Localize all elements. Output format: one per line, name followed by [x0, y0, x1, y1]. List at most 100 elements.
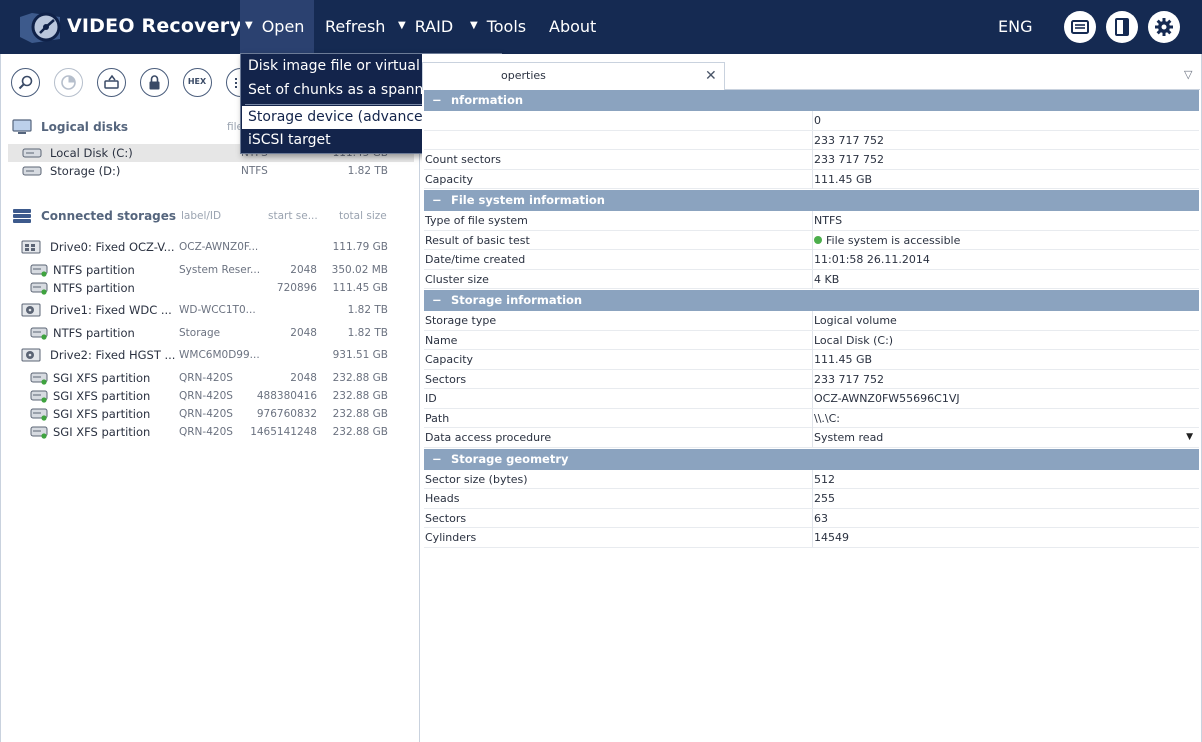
partition-row[interactable]: NTFS partition System Reser... 2048 350.02 …: [8, 261, 414, 279]
storage-start-sector: 2048: [290, 372, 317, 384]
partition-icon: [30, 408, 48, 421]
storage-size: 1.82 TB: [347, 304, 388, 316]
property-value-text: OCZ-AWNZ0FW55696C1VJ: [814, 392, 960, 405]
property-row: 0: [424, 111, 1199, 131]
property-value: 255: [812, 489, 835, 508]
tab-bar: operties ✕ ▽: [422, 62, 1200, 90]
property-row: Result of basic test File system is acces…: [424, 230, 1199, 250]
panels-button[interactable]: [1106, 11, 1138, 43]
storage-label: WMC6M0D99...: [179, 349, 260, 361]
storage-drive-row[interactable]: Drive0: Fixed OCZ-V... OCZ-AWNZ0F... 111.7…: [8, 238, 414, 256]
language-selector[interactable]: ENG: [998, 17, 1033, 36]
search-button[interactable]: [11, 68, 40, 97]
tab-menu-icon[interactable]: ▽: [1184, 68, 1193, 81]
menu-raid-label: RAID: [414, 17, 454, 36]
storage-name: SGI XFS partition: [53, 407, 151, 421]
hex-button[interactable]: HEX: [183, 68, 212, 97]
property-value: 0: [812, 111, 821, 130]
storage-start-sector: 488380416: [256, 390, 317, 402]
menu-tools-label: Tools: [486, 17, 527, 36]
lock-icon: [149, 75, 160, 90]
property-row: Capacity 111.45 GB: [424, 169, 1199, 189]
property-group-header[interactable]: − File system information: [424, 190, 1199, 211]
collapse-icon[interactable]: −: [432, 193, 442, 207]
menu-raid[interactable]: ▼ RAID: [398, 0, 453, 54]
collapse-icon[interactable]: −: [432, 451, 442, 466]
property-row: Type of file system NTFS: [424, 211, 1199, 231]
menu-about-label: About: [549, 17, 597, 36]
property-value-text: File system is accessible: [826, 233, 961, 247]
partition-icon: [30, 426, 48, 439]
property-value: 111.45 GB: [812, 169, 872, 189]
partition-row[interactable]: SGI XFS partition QRN-420S 2048 232.88 GB: [8, 369, 414, 387]
storage-label: OCZ-AWNZ0F...: [179, 241, 259, 253]
partition-icon: [30, 372, 48, 385]
collapse-icon[interactable]: −: [432, 293, 442, 307]
property-value-text: NTFS: [814, 214, 843, 227]
storage-label: QRN-420S: [179, 372, 233, 384]
storage-name: Drive0: Fixed OCZ-V...: [50, 240, 175, 254]
property-row[interactable]: Data access procedure System read ▼: [424, 428, 1199, 448]
col-file-system: file: [227, 121, 243, 133]
connected-storages-title: Connected storages: [41, 209, 177, 223]
group-title: File system information: [451, 193, 605, 207]
logical-disk-row[interactable]: Storage (D:) NTFS 1.82 TB: [8, 162, 414, 180]
menu-refresh[interactable]: Refresh: [325, 0, 385, 54]
property-group-header[interactable]: − nformation: [424, 90, 1199, 111]
logical-disks-header: Logical disks file: [12, 117, 412, 137]
log-button[interactable]: [1064, 11, 1096, 43]
property-row: Storage type Logical volume: [424, 311, 1199, 331]
partition-row[interactable]: SGI XFS partition QRN-420S 976760832 232.88…: [8, 405, 414, 423]
property-value-text: 11:01:58 26.11.2014: [814, 253, 930, 266]
menu-about[interactable]: About: [549, 0, 596, 54]
menu-open-arrow: ▼: [245, 20, 253, 31]
partition-row[interactable]: NTFS partition 720896 111.45 GB: [8, 279, 414, 297]
storage-drive-row[interactable]: Drive1: Fixed WDC ... WD-WCC1T0... 1.82 TB: [8, 301, 414, 319]
menu-item-disk-image[interactable]: Disk image file or virtual disk: [248, 58, 453, 74]
left-panel: HEX Logical disks file Local Disk (C:) N…: [0, 54, 420, 742]
menu-open-label: Open: [261, 17, 305, 36]
storage-size: 931.51 GB: [332, 349, 388, 361]
property-value-text: 0: [814, 114, 821, 127]
close-icon[interactable]: ✕: [705, 68, 717, 84]
partition-row[interactable]: SGI XFS partition QRN-420S 1465141248 232.8…: [8, 423, 414, 441]
tab-properties[interactable]: operties ✕: [422, 62, 725, 90]
storage-name: Drive2: Fixed HGST ...: [50, 348, 176, 362]
property-key: Sector size (bytes): [425, 472, 528, 486]
menu-tools[interactable]: ▼ Tools: [470, 0, 526, 54]
property-row: ID OCZ-AWNZ0FW55696C1VJ: [424, 389, 1199, 409]
menu-open[interactable]: ▼ Open: [240, 0, 314, 54]
property-value: Local Disk (C:): [812, 330, 893, 350]
connected-storages-header: Connected storages label/ID start se... …: [12, 206, 412, 226]
collapse-icon[interactable]: −: [432, 93, 442, 107]
property-key: Capacity: [425, 353, 474, 366]
tab-properties-label: operties: [501, 69, 546, 82]
partition-row[interactable]: NTFS partition Storage 2048 1.82 TB: [8, 324, 414, 342]
storage-label: QRN-420S: [179, 390, 233, 402]
group-title: Storage geometry: [451, 451, 569, 466]
property-value[interactable]: System read: [812, 428, 883, 447]
storage-label: WD-WCC1T0...: [179, 304, 256, 316]
property-group-header[interactable]: − Storage geometry: [424, 448, 1199, 470]
property-key: Path: [425, 411, 450, 425]
property-row: 233 717 752: [424, 130, 1199, 150]
property-group-header[interactable]: − Storage information: [424, 290, 1199, 311]
lock-button[interactable]: [140, 68, 169, 97]
storage-drive-row[interactable]: Drive2: Fixed HGST ... WMC6M0D99... 931.51…: [8, 346, 414, 364]
top-bar: VIDEO Recovery ▼ Open Refresh ▼ RAID ▼ Tool…: [0, 0, 1202, 54]
property-key: Capacity: [425, 172, 474, 186]
storage-size: 111.45 GB: [332, 282, 388, 294]
chevron-down-icon[interactable]: ▼: [1186, 432, 1193, 442]
property-value-text: 512: [814, 472, 835, 486]
property-row: Cylinders 14549: [424, 528, 1199, 548]
settings-button[interactable]: [1148, 11, 1180, 43]
partition-row[interactable]: SGI XFS partition QRN-420S 488380416 232.88…: [8, 387, 414, 405]
scan-button[interactable]: [54, 68, 83, 97]
image-button[interactable]: [97, 68, 126, 97]
partition-icon: [30, 264, 48, 277]
menu-item-iscsi-target[interactable]: iSCSI target: [248, 132, 331, 148]
property-value: 233 717 752: [812, 369, 884, 389]
list-icon: [235, 78, 237, 88]
property-row: Path \\.\C:: [424, 408, 1199, 428]
app-title: VIDEO Recovery: [67, 15, 242, 37]
